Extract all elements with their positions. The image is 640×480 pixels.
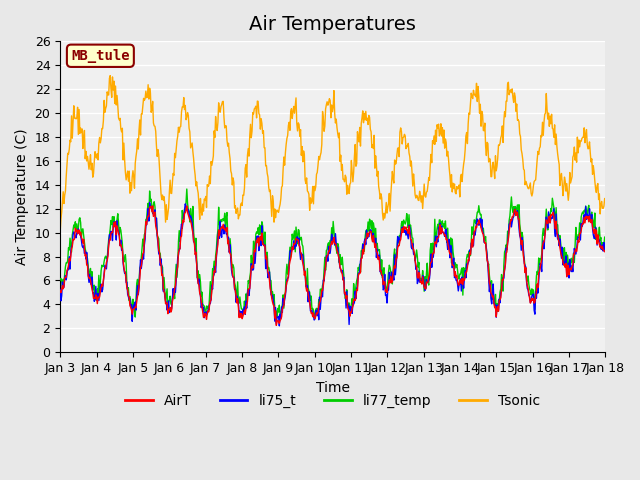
X-axis label: Time: Time xyxy=(316,381,350,395)
Text: MB_tule: MB_tule xyxy=(71,49,130,63)
Legend: AirT, li75_t, li77_temp, Tsonic: AirT, li75_t, li77_temp, Tsonic xyxy=(120,388,546,414)
Title: Air Temperatures: Air Temperatures xyxy=(250,15,416,34)
Y-axis label: Air Temperature (C): Air Temperature (C) xyxy=(15,128,29,265)
